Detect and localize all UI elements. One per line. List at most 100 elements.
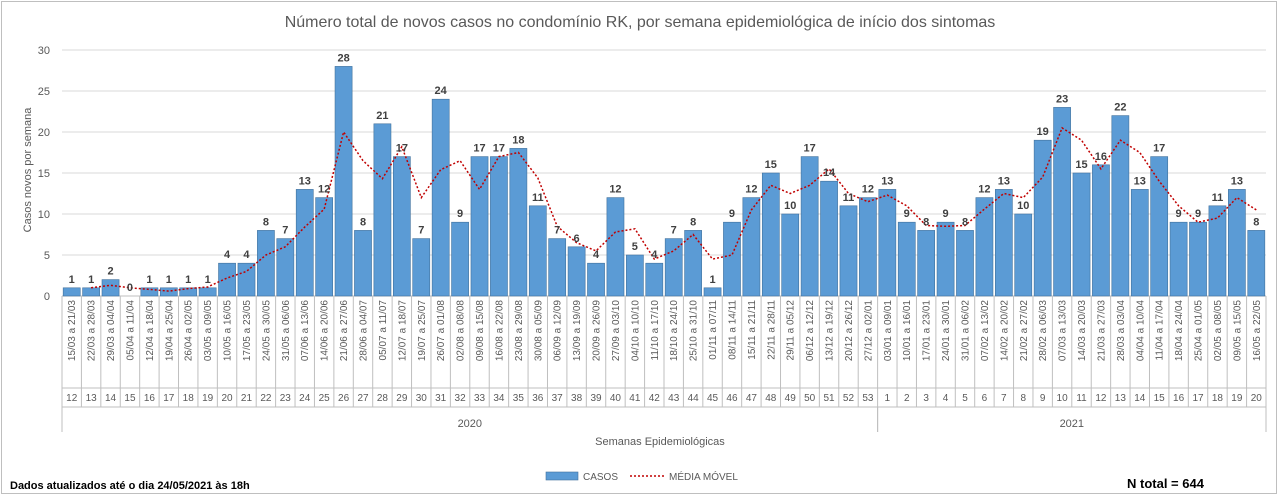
data-label: 22 xyxy=(1114,102,1126,114)
bar xyxy=(684,230,702,297)
week-number: 14 xyxy=(1134,393,1146,404)
y-tick-label: 5 xyxy=(44,250,50,262)
data-label: 9 xyxy=(729,208,735,220)
week-number: 50 xyxy=(804,393,816,404)
week-number: 10 xyxy=(1057,393,1069,404)
data-label: 4 xyxy=(593,249,600,261)
week-number: 44 xyxy=(688,393,700,404)
x-tick-label: 06/09 a 12/09 xyxy=(553,300,564,362)
week-number: 36 xyxy=(532,393,544,404)
bar xyxy=(781,213,800,297)
bar xyxy=(179,287,198,297)
x-tick-label: 03/01 a 09/01 xyxy=(883,300,894,362)
week-number: 32 xyxy=(455,393,467,404)
week-number: 16 xyxy=(144,393,156,404)
week-number: 12 xyxy=(1095,393,1107,404)
week-number: 22 xyxy=(260,393,272,404)
x-tick-label: 04/10 a 10/10 xyxy=(630,300,641,362)
x-tick-label: 12/07 a 18/07 xyxy=(397,300,408,362)
x-tick-label: 22/03 a 28/03 xyxy=(87,300,98,362)
x-tick-label: 16/05 a 22/05 xyxy=(1252,300,1263,362)
week-number: 7 xyxy=(1001,393,1007,404)
x-tick-label: 07/03 a 13/03 xyxy=(1058,300,1069,362)
y-tick-label: 30 xyxy=(38,45,50,57)
x-tick-label: 22/11 a 28/11 xyxy=(766,300,777,360)
x-tick-label: 14/06 a 20/06 xyxy=(320,300,331,362)
data-label: 28 xyxy=(337,52,349,64)
data-label: 8 xyxy=(690,216,696,228)
bar xyxy=(315,197,334,297)
bar xyxy=(1130,189,1149,297)
bar xyxy=(1189,221,1207,297)
legend-bar-label: CASOS xyxy=(583,472,618,483)
x-tick-label: 21/06 a 27/06 xyxy=(339,300,350,362)
x-tick-label: 10/01 a 16/01 xyxy=(902,300,913,362)
bar xyxy=(392,156,411,297)
bar xyxy=(82,287,100,297)
bar xyxy=(1053,107,1071,297)
x-tick-label: 27/12 a 02/01 xyxy=(863,300,874,362)
week-number: 12 xyxy=(66,393,78,404)
x-tick-label: 15/03 a 21/03 xyxy=(67,300,78,362)
bar xyxy=(723,221,741,297)
bar xyxy=(1092,164,1110,297)
bar xyxy=(528,205,547,297)
x-tick-label: 24/05 a 30/05 xyxy=(261,300,272,362)
data-label: 8 xyxy=(1253,216,1259,228)
x-tick-label: 30/08 a 05/09 xyxy=(533,300,544,362)
data-label: 8 xyxy=(923,216,929,228)
data-label: 13 xyxy=(881,175,893,187)
bar xyxy=(237,262,256,297)
x-tick-label: 21/03 a 27/03 xyxy=(1096,300,1107,362)
bar xyxy=(606,197,625,297)
bar xyxy=(354,230,372,297)
bar xyxy=(703,287,722,297)
week-number: 19 xyxy=(1231,393,1243,404)
data-label: 11 xyxy=(843,192,855,204)
bar xyxy=(218,262,236,297)
bar xyxy=(431,98,450,297)
legend-bar-swatch xyxy=(545,471,579,481)
bar xyxy=(956,230,974,297)
bar xyxy=(1208,205,1227,297)
data-label: 17 xyxy=(1153,143,1165,155)
update-note: Dados atualizados até o dia 24/05/2021 à… xyxy=(10,480,250,492)
data-label: 1 xyxy=(146,274,152,286)
bar xyxy=(1111,115,1130,297)
bar xyxy=(626,254,644,297)
week-number: 26 xyxy=(338,393,350,404)
data-label: 8 xyxy=(360,216,366,228)
bar xyxy=(412,238,431,297)
data-label: 18 xyxy=(512,134,524,146)
bar xyxy=(975,197,994,297)
bar xyxy=(587,262,605,297)
bar xyxy=(1169,221,1188,297)
data-label: 1 xyxy=(185,274,191,286)
week-number: 42 xyxy=(649,393,661,404)
data-label: 19 xyxy=(1037,126,1049,138)
year-label: 2020 xyxy=(458,418,482,430)
week-number: 4 xyxy=(943,393,949,404)
y-tick-label: 20 xyxy=(38,127,50,139)
week-number: 51 xyxy=(824,393,836,404)
week-number: 5 xyxy=(962,393,968,404)
bar xyxy=(664,238,683,297)
data-label: 14 xyxy=(823,167,836,179)
data-label: 1 xyxy=(709,274,715,286)
week-number: 13 xyxy=(1115,393,1127,404)
bar xyxy=(62,287,81,297)
data-label: 8 xyxy=(263,216,269,228)
bar xyxy=(1072,172,1091,297)
data-label: 8 xyxy=(962,216,968,228)
bar xyxy=(1247,230,1266,297)
x-tick-label: 09/08 a 15/08 xyxy=(475,300,486,362)
week-number: 45 xyxy=(707,393,719,404)
week-number: 20 xyxy=(222,393,234,404)
y-tick-label: 10 xyxy=(38,209,50,221)
data-label: 11 xyxy=(532,192,544,204)
bar xyxy=(198,287,217,297)
week-number: 30 xyxy=(416,393,428,404)
week-number: 23 xyxy=(280,393,292,404)
week-number: 39 xyxy=(590,393,602,404)
